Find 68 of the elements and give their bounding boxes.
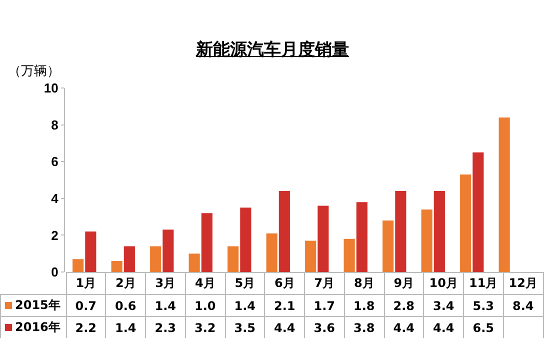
x-tick-label: 8月 xyxy=(344,272,384,294)
data-label: 1.8 xyxy=(344,294,384,316)
bar xyxy=(318,206,329,272)
data-label: 2.3 xyxy=(146,316,186,338)
x-tick-label: 10月 xyxy=(424,272,464,294)
bar xyxy=(356,202,368,272)
y-tick-label: 6 xyxy=(51,154,58,170)
data-label: 4.4 xyxy=(264,316,304,338)
data-label: 3.6 xyxy=(304,316,344,338)
data-label: 1.4 xyxy=(106,316,146,338)
data-label: 0.6 xyxy=(106,294,146,316)
bar xyxy=(421,209,432,272)
x-tick-label: 2月 xyxy=(106,272,146,294)
bar xyxy=(460,174,472,272)
bar xyxy=(266,233,278,272)
data-label: 0.7 xyxy=(66,294,106,316)
bar xyxy=(382,220,394,272)
data-label: 4.4 xyxy=(384,316,424,338)
data-label: 1.0 xyxy=(185,294,225,316)
x-tick-label: 1月 xyxy=(66,272,106,294)
bar xyxy=(278,191,290,272)
y-tick-label: 2 xyxy=(51,228,58,243)
chart-title: 新能源汽车月度销量 xyxy=(196,40,349,60)
data-label: 3.5 xyxy=(225,316,265,338)
data-label: 5.3 xyxy=(464,294,504,316)
data-label: 3.8 xyxy=(344,316,384,338)
bar xyxy=(111,260,122,272)
y-tick-label: 10 xyxy=(44,80,58,96)
x-tick-label: 3月 xyxy=(146,272,186,294)
legend-label: 2016年 xyxy=(0,316,66,338)
data-label: 2.8 xyxy=(384,294,424,316)
x-tick-label: 12月 xyxy=(503,272,543,294)
bar xyxy=(124,246,135,272)
data-label: 1.7 xyxy=(304,294,344,316)
bar xyxy=(434,191,445,272)
x-tick-label: 11月 xyxy=(464,272,504,294)
legend-label: 2015年 xyxy=(0,294,66,316)
bar xyxy=(228,246,239,272)
x-tick-label: 4月 xyxy=(185,272,225,294)
y-axis-title: （万辆） xyxy=(8,63,60,80)
data-label: 1.4 xyxy=(146,294,186,316)
bar xyxy=(498,117,510,272)
data-label: 6.5 xyxy=(464,316,504,338)
data-label: 3.4 xyxy=(424,294,464,316)
x-tick-label: 9月 xyxy=(384,272,424,294)
y-tick-label: 4 xyxy=(51,190,60,206)
bar xyxy=(201,213,212,272)
bar xyxy=(72,259,84,272)
x-tick-label: 7月 xyxy=(304,272,344,294)
data-label: 1.4 xyxy=(225,294,265,316)
y-tick-label: 8 xyxy=(51,117,58,132)
data-label: 4.4 xyxy=(424,316,464,338)
bar xyxy=(344,238,355,272)
bar xyxy=(240,208,252,272)
data-label: 2.2 xyxy=(66,316,106,338)
data-label: 3.2 xyxy=(185,316,225,338)
bar xyxy=(305,240,316,272)
x-tick-label: 6月 xyxy=(264,272,304,294)
data-label: 2.1 xyxy=(264,294,304,316)
y-tick-label: 0 xyxy=(51,264,58,280)
bar xyxy=(188,254,200,272)
bar xyxy=(150,246,162,272)
bar xyxy=(85,232,96,272)
bar xyxy=(472,152,484,272)
bar xyxy=(395,191,406,272)
x-tick-label: 5月 xyxy=(225,272,265,294)
bar xyxy=(162,230,174,272)
data-label: 8.4 xyxy=(503,294,543,316)
